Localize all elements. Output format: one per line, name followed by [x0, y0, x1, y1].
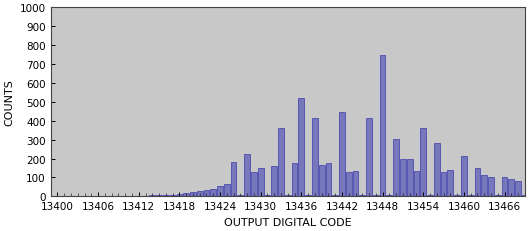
- Bar: [515, 182, 521, 197]
- Bar: [481, 175, 487, 197]
- Bar: [366, 118, 372, 197]
- Bar: [143, 196, 149, 197]
- Bar: [251, 172, 257, 197]
- Bar: [495, 195, 500, 197]
- Bar: [204, 190, 209, 197]
- Bar: [285, 195, 290, 197]
- Bar: [170, 195, 176, 197]
- Bar: [190, 192, 196, 197]
- Bar: [163, 195, 169, 197]
- Bar: [346, 172, 352, 197]
- Bar: [102, 196, 108, 197]
- Bar: [183, 193, 189, 197]
- Bar: [129, 196, 135, 197]
- Bar: [197, 191, 203, 197]
- Bar: [258, 168, 263, 197]
- Bar: [319, 165, 324, 197]
- Bar: [414, 171, 419, 197]
- Bar: [271, 166, 277, 197]
- Bar: [61, 196, 67, 197]
- Bar: [387, 195, 392, 197]
- Bar: [291, 164, 297, 197]
- Bar: [468, 195, 473, 197]
- Bar: [475, 168, 480, 197]
- Bar: [508, 180, 514, 197]
- Y-axis label: COUNTS: COUNTS: [4, 79, 14, 126]
- Bar: [373, 195, 379, 197]
- Bar: [149, 196, 155, 197]
- Bar: [278, 129, 284, 197]
- Bar: [380, 56, 386, 197]
- Bar: [501, 177, 507, 197]
- Bar: [244, 154, 250, 197]
- Bar: [156, 195, 162, 197]
- Bar: [264, 195, 270, 197]
- Bar: [231, 163, 236, 197]
- Bar: [461, 156, 467, 197]
- Bar: [305, 195, 311, 197]
- Bar: [217, 186, 223, 197]
- Bar: [407, 159, 413, 197]
- Bar: [353, 171, 358, 197]
- Bar: [441, 172, 446, 197]
- Bar: [75, 196, 81, 197]
- Bar: [332, 195, 338, 197]
- Bar: [393, 139, 399, 197]
- Bar: [325, 164, 331, 197]
- Bar: [434, 144, 440, 197]
- Bar: [427, 195, 433, 197]
- Bar: [224, 184, 230, 197]
- Bar: [448, 170, 453, 197]
- Bar: [238, 196, 243, 197]
- Bar: [177, 194, 183, 197]
- Bar: [88, 196, 94, 197]
- Bar: [339, 113, 345, 197]
- Bar: [400, 159, 406, 197]
- Bar: [488, 177, 494, 197]
- Bar: [421, 129, 426, 197]
- X-axis label: OUTPUT DIGITAL CODE: OUTPUT DIGITAL CODE: [224, 217, 352, 227]
- Bar: [298, 99, 304, 197]
- Bar: [454, 195, 460, 197]
- Bar: [522, 195, 528, 197]
- Bar: [115, 196, 121, 197]
- Bar: [211, 189, 216, 197]
- Bar: [312, 118, 318, 197]
- Bar: [359, 195, 365, 197]
